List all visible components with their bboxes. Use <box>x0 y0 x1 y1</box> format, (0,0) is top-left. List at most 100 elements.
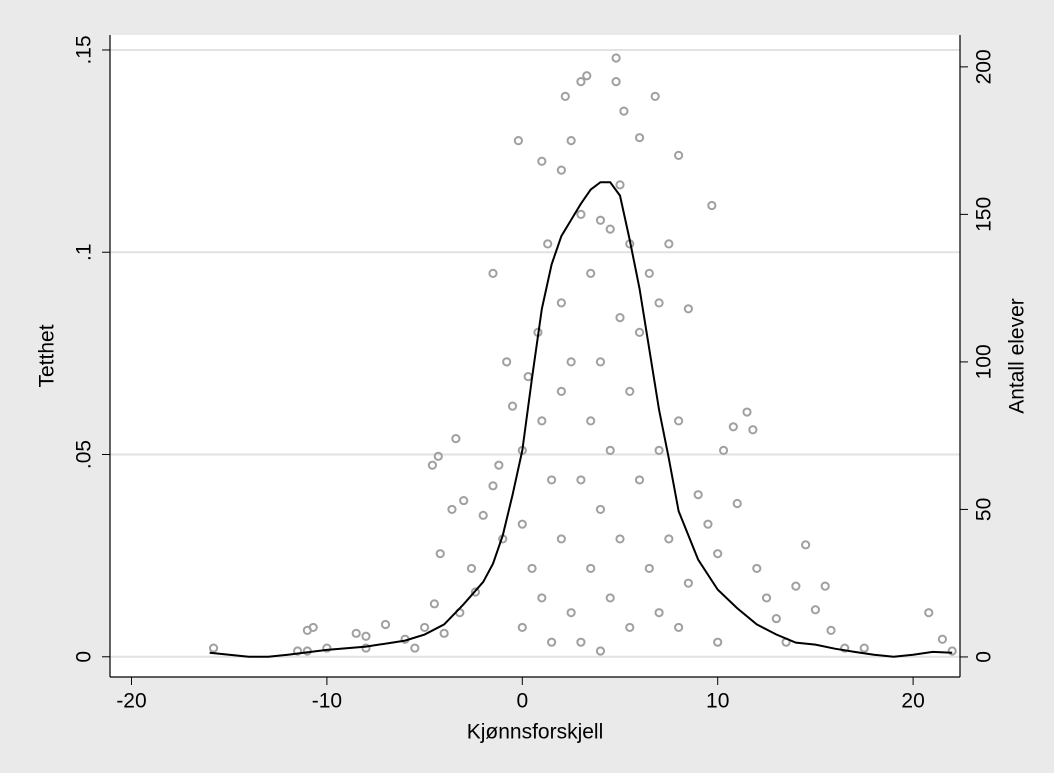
scatter-point <box>537 593 547 603</box>
y2-tick-label: 200 <box>973 49 996 84</box>
scatter-point <box>351 628 361 638</box>
scatter-point <box>619 106 629 116</box>
y2-tick-label: 50 <box>973 498 996 521</box>
scatter-point <box>664 239 674 249</box>
scatter-point <box>560 91 570 101</box>
x-tick-label: 20 <box>901 690 924 713</box>
scatter-point <box>517 519 527 529</box>
scatter-point <box>478 510 488 520</box>
scatter-point <box>801 540 811 550</box>
scatter-point <box>625 622 635 633</box>
scatter-point <box>361 631 371 641</box>
scatter-point <box>674 416 684 426</box>
scatter-point <box>924 608 934 618</box>
scatter-point <box>566 608 576 618</box>
scatter-point <box>576 475 586 485</box>
scatter-point <box>556 386 566 397</box>
scatter-point <box>703 519 713 529</box>
scatter-point <box>650 91 660 101</box>
scatter-point <box>634 327 645 337</box>
scatter-point <box>494 460 504 470</box>
scatter-point <box>488 481 498 491</box>
y-tick-label: .1 <box>73 243 96 261</box>
scatter-point <box>742 407 752 417</box>
scatter-point <box>707 200 717 211</box>
scatter-point <box>840 643 850 653</box>
scatter-point <box>208 643 219 653</box>
scatter-point <box>537 416 547 426</box>
scatter-point <box>447 504 457 515</box>
scatter-point <box>728 422 738 432</box>
scatter-point <box>556 165 566 175</box>
scatter-point <box>419 622 430 633</box>
scatter-point <box>527 563 537 574</box>
scatter-point <box>380 619 391 630</box>
x-tick-label: -20 <box>116 690 146 713</box>
x-tick-label: 10 <box>706 690 729 713</box>
scatter-point <box>537 156 547 166</box>
x-tick-label: 0 <box>516 690 528 713</box>
scatter-point <box>654 298 664 308</box>
scatter-point <box>595 215 606 225</box>
y-tick-label: .05 <box>73 440 96 469</box>
scatter-point <box>810 605 821 615</box>
y2-tick-label: 100 <box>973 344 996 379</box>
marks <box>208 53 957 658</box>
scatter-point <box>466 563 477 574</box>
scatter-point <box>595 646 606 656</box>
scatter-point <box>361 643 371 653</box>
scatter-point <box>693 490 703 500</box>
y2-tick-label: 0 <box>973 651 996 663</box>
scatter-point <box>674 622 684 633</box>
y2-tick-label: 150 <box>973 197 996 232</box>
scatter-point <box>586 416 596 426</box>
scatter-point <box>410 643 420 653</box>
density-line <box>209 181 953 658</box>
scatter-point <box>502 357 512 367</box>
scatter-point <box>586 563 596 574</box>
x-axis-label: Kjønnsforskjell <box>467 721 604 744</box>
scatter-point <box>556 298 566 308</box>
y-axis-label: Tetthet <box>36 324 59 387</box>
scatter-point <box>644 268 654 278</box>
scatter-point <box>595 504 606 515</box>
scatter-point <box>439 628 449 638</box>
scatter-point <box>576 209 586 219</box>
scatter-point <box>654 445 664 456</box>
scatter-point <box>611 53 621 63</box>
scatter-point <box>826 625 836 635</box>
x-tick-label: -10 <box>312 690 342 713</box>
scatter-point <box>470 587 481 597</box>
scatter-point <box>761 593 772 603</box>
scatter-point <box>615 313 625 323</box>
scatter-point <box>718 445 729 456</box>
scatter-point <box>547 475 557 485</box>
scatter-point <box>556 534 566 544</box>
scatter-point <box>859 643 869 653</box>
scatter-point <box>605 224 615 234</box>
scatter-point <box>752 563 762 574</box>
scatter-point <box>947 646 957 656</box>
scatter-point <box>732 498 742 509</box>
scatter-point <box>543 239 553 249</box>
scatter-point <box>713 549 723 559</box>
scatter-point <box>791 581 801 591</box>
scatter-point <box>576 637 586 647</box>
y2-axis-label: Antall elever <box>1006 298 1029 414</box>
scatter-point <box>683 578 693 588</box>
scatter-point <box>547 637 557 647</box>
scatter-point <box>615 534 625 544</box>
scatter-point <box>605 593 615 603</box>
scatter-point <box>513 136 523 146</box>
scatter-point <box>308 622 318 633</box>
scatter-point <box>586 268 596 278</box>
scatter-point <box>654 608 664 618</box>
scatter-point <box>634 475 645 485</box>
scatter-point <box>451 434 461 444</box>
scatter-point <box>748 425 758 435</box>
scatter-point <box>582 71 592 81</box>
scatter-point <box>435 549 445 559</box>
scatter-point <box>683 304 693 314</box>
